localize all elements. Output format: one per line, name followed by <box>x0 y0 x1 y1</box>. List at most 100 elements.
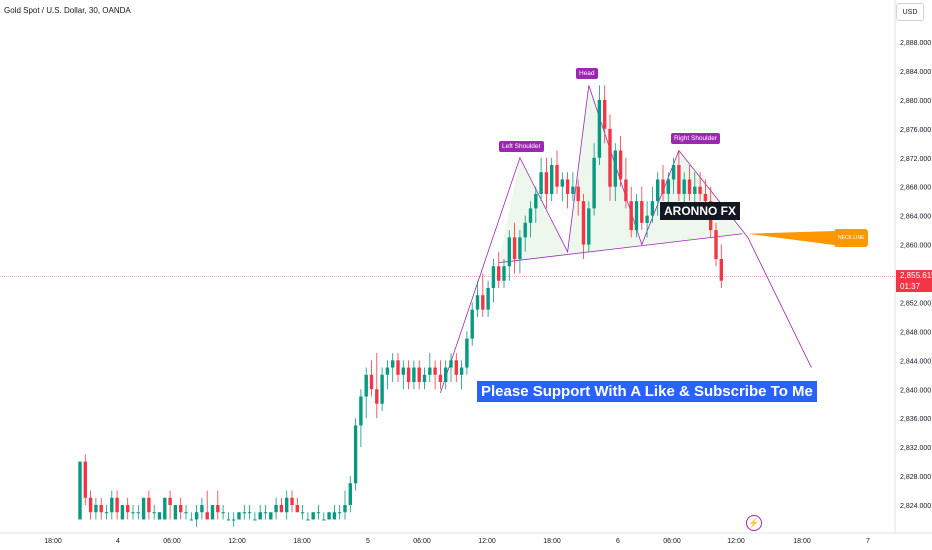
y-tick-label: 2,864.000 <box>900 214 931 221</box>
candle-body <box>131 512 135 514</box>
candle-body <box>247 512 252 514</box>
candle-body <box>332 512 337 520</box>
candle-body <box>666 179 670 194</box>
candle-body <box>687 179 692 194</box>
last-price-badge: 2,855.615 01:37 <box>896 270 932 292</box>
candle-body <box>592 157 596 209</box>
candle-body <box>179 505 183 513</box>
candle-body <box>83 461 87 498</box>
candle-body <box>147 497 151 513</box>
candle-body <box>306 519 310 521</box>
candle-body <box>210 505 215 520</box>
candle-body <box>555 164 559 187</box>
candle-body <box>560 179 564 187</box>
y-tick-label: 2,880.000 <box>900 98 931 105</box>
y-tick-label: 2,840.000 <box>900 387 931 394</box>
left-shoulder-label: Left Shoulder <box>499 141 544 152</box>
candle-body <box>650 201 655 216</box>
y-tick-label: 2,868.000 <box>900 185 931 192</box>
candle-body <box>99 505 103 513</box>
currency-button[interactable]: USD <box>896 3 924 21</box>
candle-body <box>597 99 602 158</box>
candle-body <box>528 208 533 223</box>
candle-body <box>497 266 501 281</box>
candle-body <box>682 179 686 194</box>
x-tick-label: 12:00 <box>478 538 496 545</box>
candle-body <box>353 425 358 484</box>
candle-body <box>640 201 644 223</box>
y-tick-label: 2,876.000 <box>900 127 931 134</box>
candle-body <box>486 287 490 310</box>
candle-body <box>571 186 575 194</box>
right-shoulder-label: Right Shoulder <box>671 133 720 144</box>
y-tick-label: 2,872.000 <box>900 156 931 163</box>
candle-body <box>417 367 421 383</box>
candle-body <box>359 396 363 426</box>
candle-body <box>608 128 612 187</box>
candle-body <box>343 505 347 513</box>
candle-body <box>380 374 384 404</box>
candle-body <box>226 519 231 521</box>
candle-body <box>677 164 681 194</box>
candle-body <box>502 266 506 281</box>
candle-body <box>465 338 469 368</box>
candle-body <box>438 374 443 383</box>
candle-body <box>322 519 326 521</box>
candle-body <box>661 179 665 194</box>
symbol-title[interactable]: Gold Spot / U.S. Dollar, 30, OANDA <box>4 6 131 15</box>
y-tick-label: 2,848.000 <box>900 329 931 336</box>
candle-body <box>327 512 331 520</box>
candle-body <box>253 519 257 521</box>
x-tick-label: 6 <box>616 538 620 545</box>
candle-body <box>428 367 432 375</box>
candle-body <box>274 505 278 513</box>
y-tick-label: 2,888.000 <box>900 40 931 47</box>
candle-body <box>412 367 416 383</box>
candle-body <box>391 360 395 368</box>
candle-body <box>565 179 570 194</box>
candle-body <box>401 367 405 375</box>
y-tick-label: 2,860.000 <box>900 243 931 250</box>
candle-body <box>189 519 193 521</box>
candle-body <box>475 295 480 310</box>
candle-body <box>470 309 474 339</box>
head-label: Head <box>576 68 598 79</box>
candle-body <box>242 512 246 514</box>
candle-body <box>624 179 628 202</box>
lightning-bolt-icon[interactable]: ⚡ <box>746 515 762 531</box>
candle-body <box>656 179 660 202</box>
candle-body <box>295 505 299 513</box>
candle-body <box>94 505 98 513</box>
candle-body <box>507 237 511 267</box>
candle-body <box>300 512 305 514</box>
candle-body <box>88 497 93 513</box>
watermark-label: ARONNO FX <box>660 202 740 220</box>
candle-body <box>269 512 273 520</box>
candle-body <box>163 497 167 520</box>
y-tick-label: 2,824.000 <box>900 503 931 510</box>
neck-line-box <box>834 229 868 247</box>
candle-body <box>618 150 623 180</box>
neckline <box>498 233 743 264</box>
x-tick-label: 7 <box>866 538 870 545</box>
x-tick-label: 06:00 <box>663 538 681 545</box>
x-tick-label: 18:00 <box>793 538 811 545</box>
candle-body <box>348 483 352 505</box>
candle-body <box>581 201 586 245</box>
candle-body <box>703 193 708 202</box>
candle-body <box>518 237 522 260</box>
candle-body <box>634 201 639 231</box>
candle-body <box>587 208 591 245</box>
candle-body <box>396 360 400 375</box>
candle-body <box>603 99 607 129</box>
candle-body <box>168 497 172 505</box>
candle-body <box>449 360 453 368</box>
candle-body <box>523 222 527 238</box>
x-tick-label: 18:00 <box>543 538 561 545</box>
candle-body <box>120 505 125 520</box>
y-tick-label: 2,852.000 <box>900 300 931 307</box>
candle-body <box>719 259 723 281</box>
candle-body <box>263 512 268 514</box>
candle-body <box>221 512 225 514</box>
